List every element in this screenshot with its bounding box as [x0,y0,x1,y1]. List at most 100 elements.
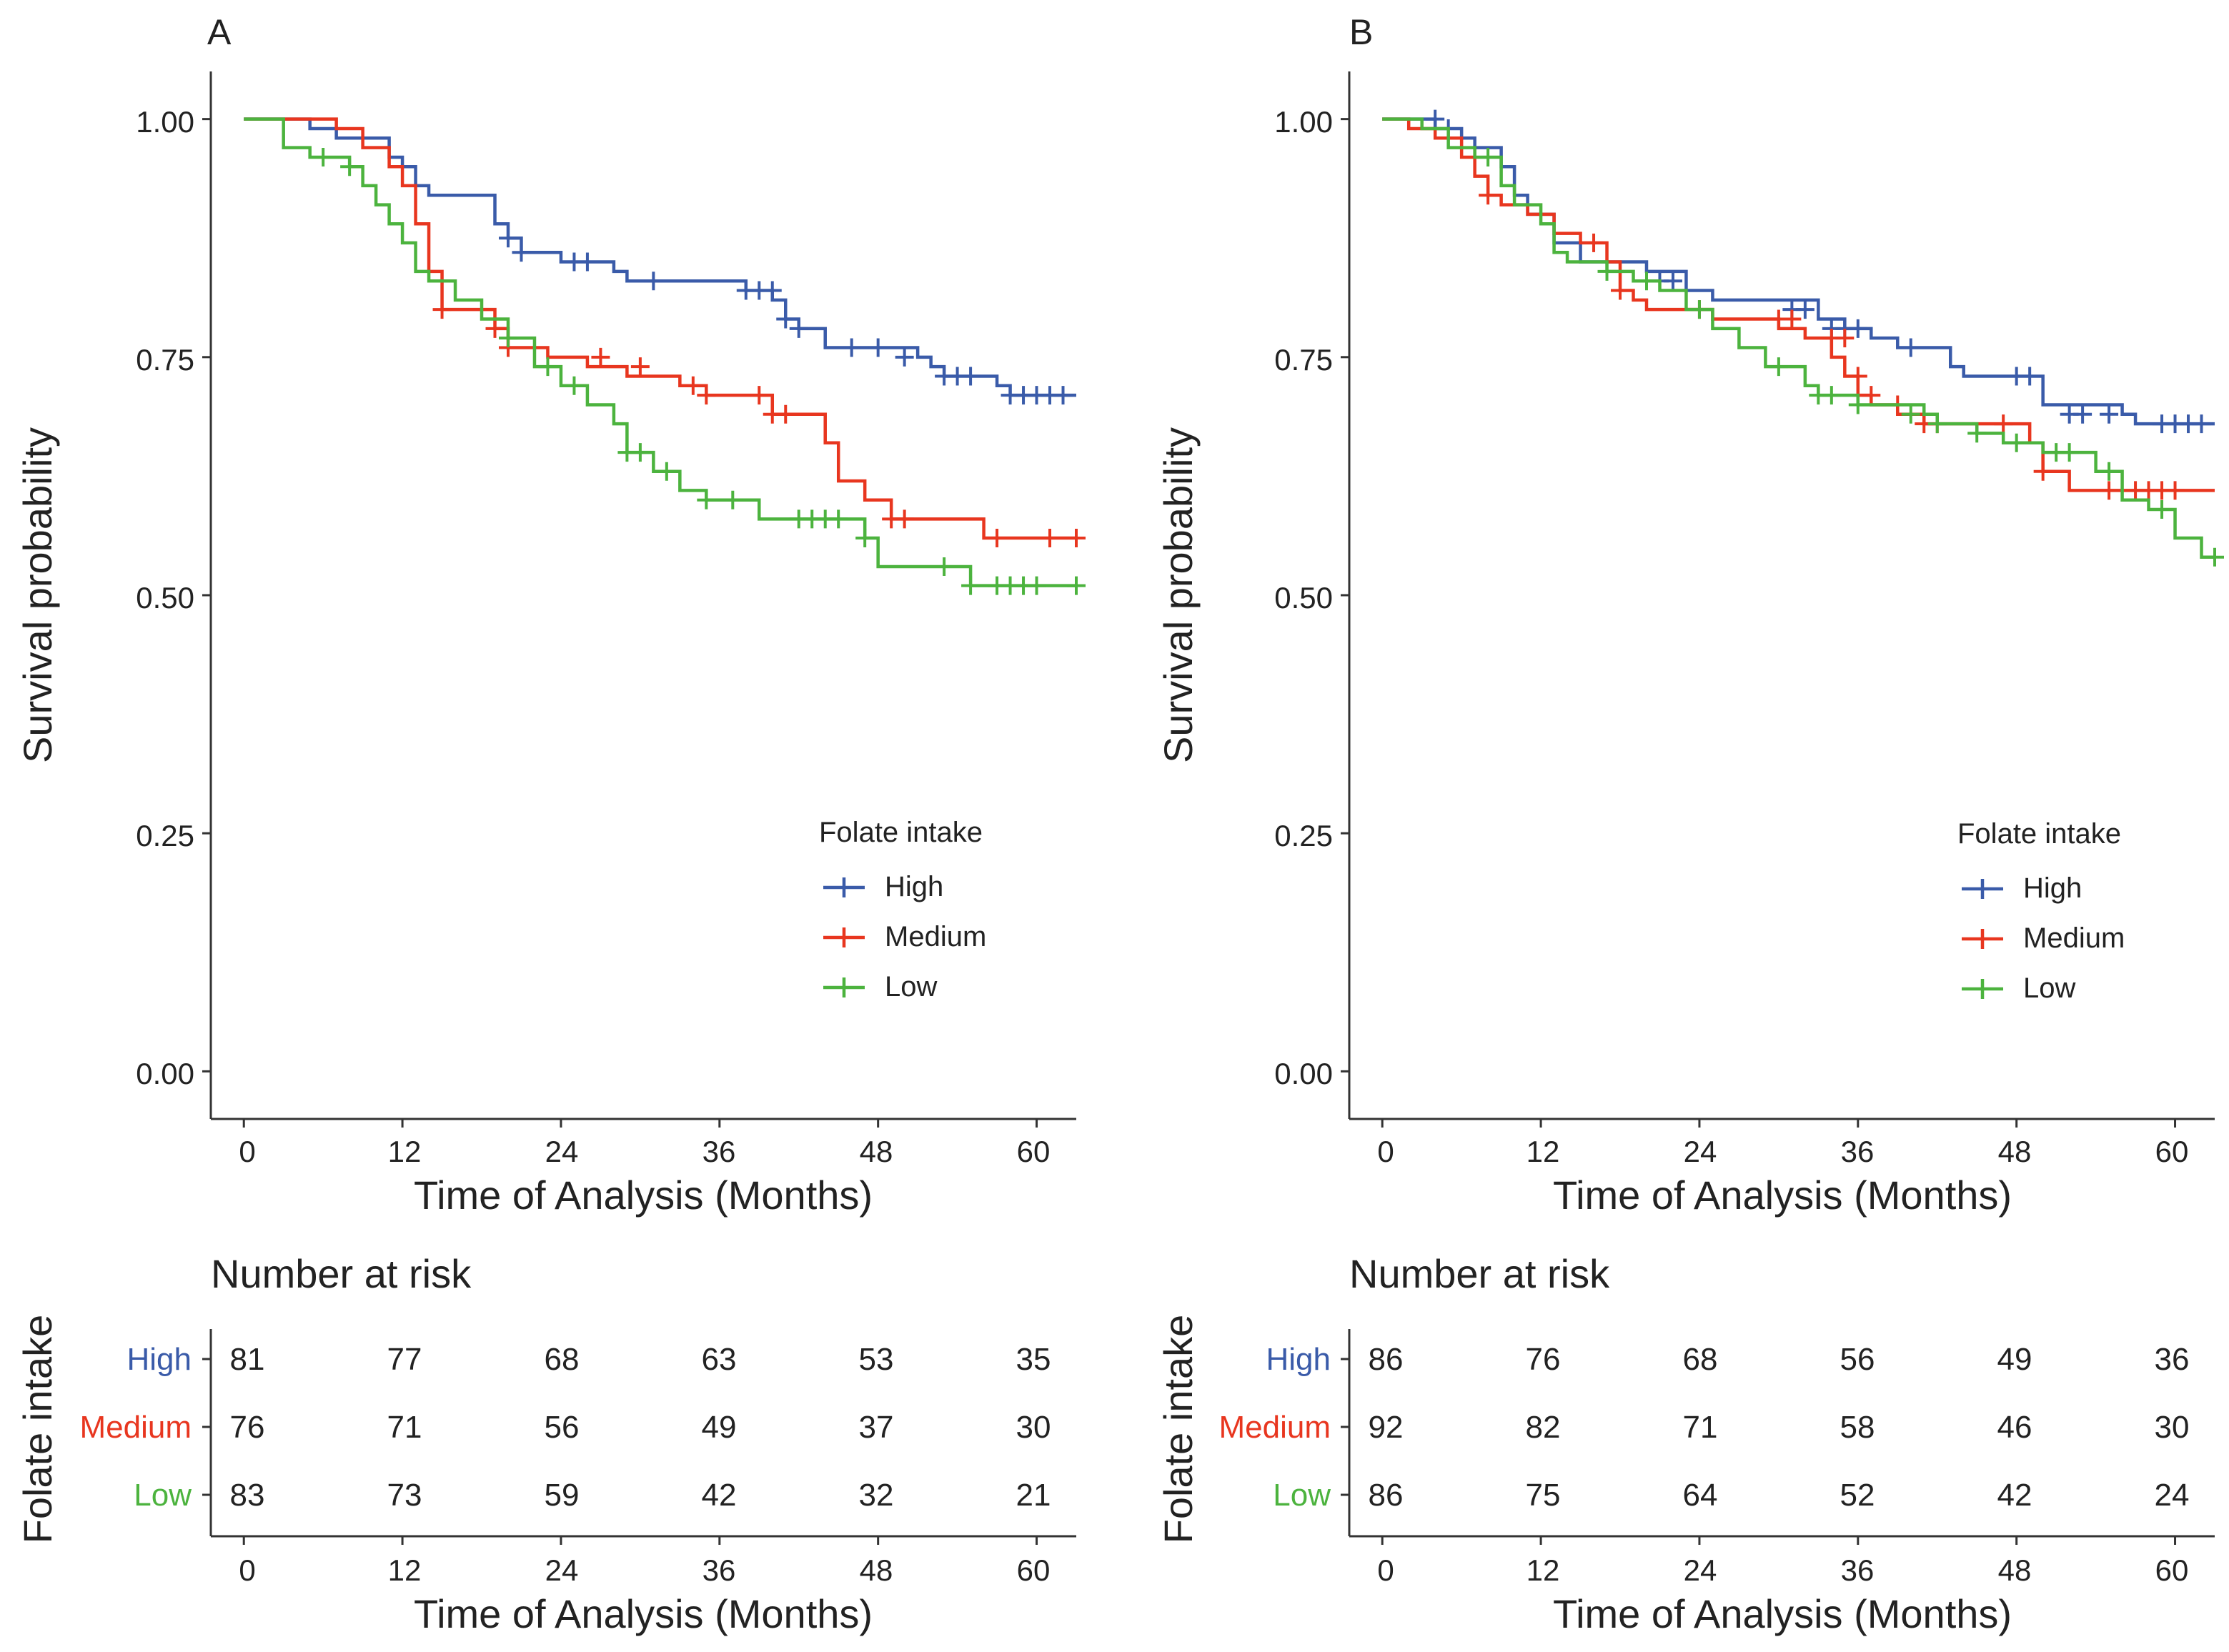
panel-b-risk-group-low: Low [1273,1478,1331,1513]
censor-mark-medium [1067,529,1086,548]
panel-a-xtick-label: 48 [860,1135,893,1168]
censor-mark-high [2100,404,2119,424]
risk-cell: 75 [1526,1478,1561,1513]
risk-cell: 83 [230,1478,265,1513]
censor-mark-high [577,252,597,272]
panel-a-xtick-label: 12 [388,1135,422,1168]
censor-mark-high [1663,272,1682,291]
panel-b-risk-group-medium: Medium [1219,1410,1331,1445]
panel-a-legend-medium: Medium [885,921,986,952]
censor-mark-medium [776,404,795,424]
risk-cell: 35 [1016,1342,1051,1377]
panel-a-legend-keys [823,877,865,997]
panel-b-y-axis-title: Survival probability [1156,427,1201,763]
censor-mark-medium [2100,481,2119,500]
legend-key-medium [1962,929,2003,949]
panel-b-xtick-label: 36 [1841,1135,1875,1168]
censor-mark-low [1479,147,1498,166]
panel-a-xtick-label: 0 [239,1135,255,1168]
censor-mark-medium [485,319,505,338]
panel-a-risk-group-high: High [127,1342,192,1377]
km-curve-low [1382,117,2215,559]
panel-a-ytick-label: 1.00 [136,105,194,139]
risk-cell: 24 [2155,1478,2190,1513]
legend-key-medium [823,927,865,947]
panel-a-label: A [207,12,232,52]
panel-b: B 1.00 0.75 0.50 0.25 0.00 0 12 24 36 48… [1156,12,2224,1636]
panel-a-x-axis-title: Time of Analysis (Months) [414,1173,873,1218]
censor-mark-high [2192,414,2211,434]
panel-a-risk-x-axis-title: Time of Analysis (Months) [414,1591,873,1636]
censor-mark-low [961,576,981,595]
censor-mark-low [565,376,584,395]
risk-cell: 92 [1369,1410,1404,1445]
panel-a-risk-xtick-label: 24 [545,1553,579,1587]
panel-a-risk-xtick-label: 48 [860,1553,893,1587]
censor-mark-high [1053,386,1073,405]
panel-b-plot-area: 1.00 0.75 0.50 0.25 0.00 0 12 24 36 48 6… [1156,71,2224,1218]
panel-a-ytick-label: 0.50 [136,581,194,614]
censor-mark-medium [1862,386,1881,405]
censor-mark-medium [1782,309,1802,329]
censor-mark-low [1637,272,1656,291]
censor-mark-medium [1835,329,1855,348]
risk-cell: 21 [1016,1478,1051,1513]
risk-cell: 42 [702,1478,737,1513]
panel-b-legend: Folate intake High Medium Low [1957,818,2125,1004]
censor-mark-low [1848,395,1867,414]
censor-mark-high [1795,300,1815,319]
panel-a-y-axis-title: Survival probability [15,427,60,763]
censor-mark-low [697,490,716,509]
censor-mark-low [1769,357,1788,377]
panel-b-risk-xtick-label: 36 [1841,1553,1875,1587]
panel-a-legend-title: Folate intake [819,817,983,848]
panel-a-xtick-label: 36 [703,1135,736,1168]
censor-mark-high [2073,404,2093,424]
panel-b-xtick-label: 12 [1526,1135,1560,1168]
censor-mark-low [1822,386,1841,405]
censor-mark-low [1689,300,1709,319]
panel-b-risk-title: Number at risk [1349,1251,1610,1296]
risk-cell: 30 [1016,1410,1051,1445]
km-curve-low [244,117,1076,587]
censor-mark-low [2153,500,2172,519]
risk-cell: 49 [1997,1342,2032,1377]
risk-cell: 86 [1369,1342,1404,1377]
panel-a-risk-ticks [202,1358,1038,1545]
risk-cell: 32 [859,1478,894,1513]
censor-mark-high [498,229,517,248]
censor-mark-high [789,319,808,338]
risk-cell: 37 [859,1410,894,1445]
risk-cell: 71 [387,1410,422,1445]
legend-key-high [823,877,865,897]
panel-a-risk-y-axis-title: Folate intake [15,1315,60,1544]
censor-mark-low [340,157,359,176]
panel-b-curves [1382,109,2224,567]
panel-b-xtick-label: 0 [1377,1135,1394,1168]
censor-mark-low [1027,576,1046,595]
censor-mark-medium [697,386,716,405]
risk-cell: 63 [702,1342,737,1377]
risk-cell: 82 [1526,1410,1561,1445]
censor-mark-high [644,272,663,291]
panel-b-xtick-label: 48 [1998,1135,2032,1168]
panel-b-label: B [1349,12,1373,52]
censor-mark-medium [1041,529,1060,548]
censor-mark-medium [2165,481,2185,500]
risk-cell: 56 [1840,1342,1875,1377]
panel-b-ytick-label: 0.00 [1274,1057,1333,1090]
risk-cell: 52 [1840,1478,1875,1513]
panel-a-ytick-label: 0.25 [136,819,194,852]
panel-a-risk-group-medium: Medium [80,1410,192,1445]
panel-a-legend-low: Low [885,971,937,1002]
panel-a-x-ticks [242,1119,1038,1128]
risk-cell: 81 [230,1342,265,1377]
risk-cell: 53 [859,1342,894,1377]
panel-a-curves [244,117,1086,595]
panel-b-ytick-label: 0.75 [1274,343,1333,377]
censor-mark-medium [1611,281,1630,300]
censor-mark-high [512,243,531,262]
panel-a-risk-xtick-label: 12 [388,1553,422,1587]
censor-mark-medium [630,357,650,377]
panel-a-risk-group-low: Low [134,1478,192,1513]
